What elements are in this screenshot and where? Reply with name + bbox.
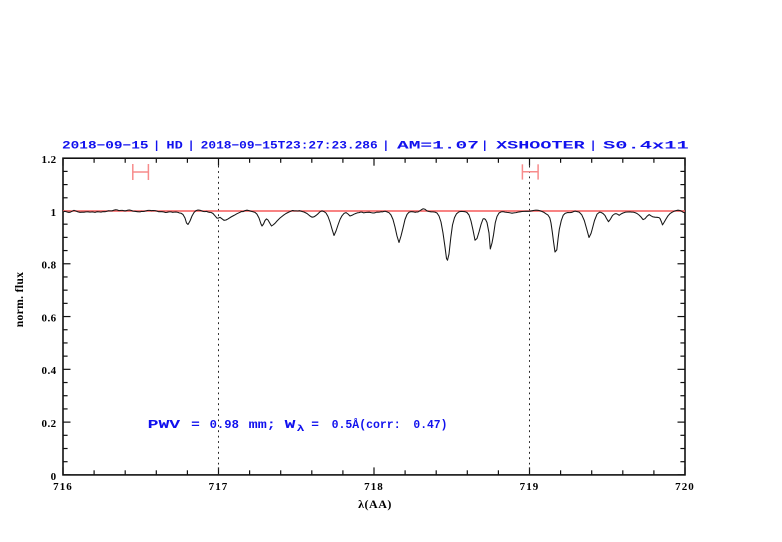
- svg-text:norm. flux: norm. flux: [13, 272, 26, 328]
- svg-text:|: |: [383, 141, 390, 153]
- svg-text:0: 0: [51, 471, 57, 483]
- svg-text:|: |: [153, 141, 160, 153]
- svg-text:1: 1: [51, 207, 57, 219]
- svg-text:0.8: 0.8: [42, 260, 57, 272]
- svg-text:719: 719: [520, 481, 540, 493]
- svg-text:=: =: [311, 418, 319, 432]
- svg-text:|: |: [481, 141, 488, 153]
- svg-text:S0.4x11: S0.4x11: [603, 141, 689, 153]
- svg-text:|: |: [590, 141, 597, 153]
- svg-text:PWV: PWV: [148, 418, 182, 432]
- svg-text:λ(AA): λ(AA): [358, 497, 392, 511]
- svg-text:0.98: 0.98: [210, 418, 239, 432]
- svg-text:716: 716: [53, 481, 73, 493]
- svg-text:0.47): 0.47): [413, 418, 447, 432]
- svg-text:720: 720: [675, 481, 695, 493]
- svg-text:0.6: 0.6: [42, 312, 57, 324]
- svg-text:|: |: [188, 141, 195, 153]
- svg-text:=: =: [191, 418, 200, 432]
- svg-text:0.2: 0.2: [42, 418, 57, 430]
- svg-text:718: 718: [364, 481, 384, 493]
- svg-text:HD: HD: [166, 141, 183, 153]
- svg-text:2018−09−15T23:27:23.286: 2018−09−15T23:27:23.286: [201, 141, 378, 153]
- svg-text:0.5Å(corr:: 0.5Å(corr:: [332, 417, 401, 432]
- svg-text:mm;: mm;: [249, 418, 276, 432]
- svg-text:1.2: 1.2: [42, 154, 57, 166]
- svg-text:2018−09−15: 2018−09−15: [62, 141, 149, 153]
- svg-text:W: W: [285, 418, 297, 432]
- svg-text:AM=1.07: AM=1.07: [397, 141, 479, 153]
- svg-text:λ: λ: [297, 424, 306, 434]
- svg-text:717: 717: [209, 481, 229, 493]
- svg-text:XSHOOTER: XSHOOTER: [496, 141, 585, 153]
- svg-text:0.4: 0.4: [42, 365, 57, 377]
